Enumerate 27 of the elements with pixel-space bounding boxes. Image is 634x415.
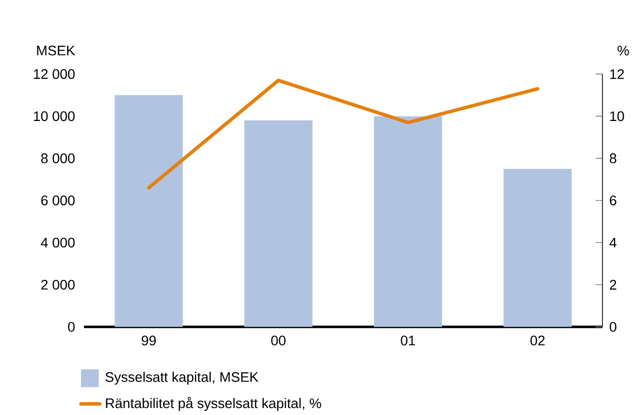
legend-label: Sysselsatt kapital, MSEK (106, 372, 258, 385)
y-tick-label: 4 000 (40, 238, 75, 248)
y2-tick-label: 6 (610, 196, 616, 206)
bar (504, 168, 572, 327)
x-tick-label: 00 (271, 336, 286, 346)
bar (244, 120, 312, 327)
y2-tick-label: 0 (610, 322, 616, 332)
y-tick-label: 12 000 (34, 69, 75, 80)
x-tick-label: 02 (530, 336, 545, 346)
y-axis-title: MSEK (37, 46, 76, 56)
y2-tick-label: 10 (610, 111, 624, 122)
x-tick-label: 99 (142, 336, 156, 346)
bar (114, 95, 183, 327)
y2-tick-label: 8 (610, 154, 616, 164)
bar (374, 116, 442, 327)
y2-tick-label: 4 (610, 238, 616, 248)
legend-label: Räntabilitet på sysselsatt kapital, % (106, 397, 322, 412)
x-tick-label: 01 (400, 336, 416, 346)
line-series (147, 78, 540, 190)
y-tick-label: 2 000 (41, 280, 75, 290)
y2-tick-label: 2 (610, 280, 616, 290)
y-tick-label: 6 000 (41, 196, 75, 206)
y-tick-label: 8 000 (41, 154, 75, 164)
y2-tick-label: 12 (610, 69, 624, 79)
y-tick-label: 0 (68, 322, 75, 332)
y-tick-label: 10 000 (34, 111, 75, 122)
y2-axis-title: % (618, 46, 629, 56)
